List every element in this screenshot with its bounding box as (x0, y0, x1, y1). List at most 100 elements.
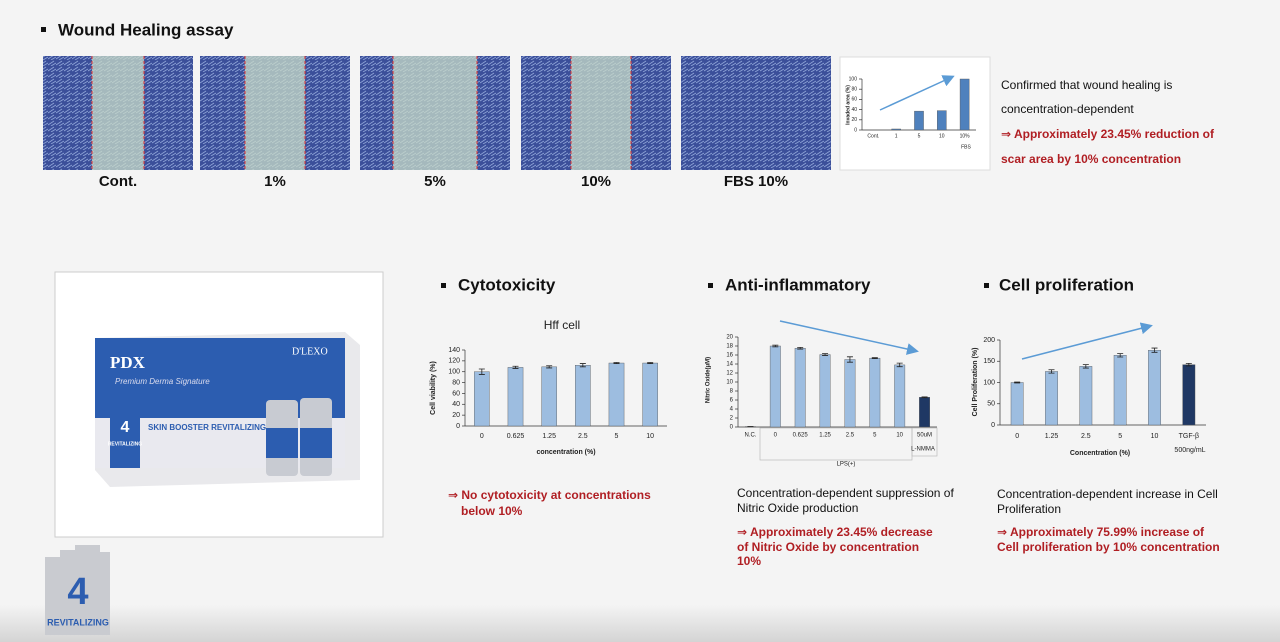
error-bar (579, 363, 586, 368)
bar (575, 365, 591, 427)
section-title: Cytotoxicity (458, 275, 556, 294)
x-tick-label: 5 (873, 433, 877, 439)
x-tick-label: 0 (1015, 433, 1019, 440)
wound-gap (92, 56, 144, 170)
y-tick-label: 0 (456, 423, 460, 430)
bar (919, 397, 930, 428)
x-tick-label: 1.25 (819, 433, 831, 439)
error-bar (1151, 347, 1158, 353)
note: of Nitric Oxide by concentration (737, 540, 919, 554)
wound-gap (245, 56, 305, 170)
image-caption: Cont. (99, 173, 137, 190)
logo (45, 545, 110, 635)
product-script: Premium Derma Signature (115, 377, 210, 386)
product-name: SKIN BOOSTER REVITALIZING (148, 423, 266, 432)
x-tick-label: 5 (615, 433, 619, 440)
bar (608, 362, 625, 427)
y-axis-label: Cell Proliferation (%) (972, 348, 979, 417)
x-axis-label: Concentration (%) (1070, 450, 1130, 457)
error-bar (822, 353, 829, 356)
vial-label (300, 428, 332, 458)
bar (894, 364, 906, 428)
product-brand: PDX (110, 353, 146, 372)
bar (891, 128, 901, 131)
error-bar (478, 368, 485, 375)
error-bar (772, 344, 779, 348)
y-tick-label: 6 (730, 398, 734, 404)
note: concentration-dependent (1001, 102, 1134, 116)
error-bar (896, 362, 903, 368)
error-bar (546, 365, 553, 369)
y-tick-label: 20 (851, 117, 857, 123)
y-tick-label: 80 (851, 87, 857, 93)
logo-number: 4 (67, 571, 88, 613)
product-number: 4 (121, 419, 130, 436)
y-tick-label: 0 (854, 127, 857, 133)
error-bar (1185, 362, 1192, 367)
x-tick-label: 0 (480, 433, 484, 440)
x-tick-label: 5 (1118, 433, 1122, 440)
y-tick-label: 80 (452, 379, 460, 386)
annotation: FBS (961, 144, 971, 150)
y-tick-label: 140 (448, 347, 460, 354)
bullet (708, 283, 713, 288)
y-axis-label: Invaded area (%) (845, 85, 851, 125)
image-caption: FBS 10% (724, 173, 788, 190)
error-bar (921, 396, 928, 399)
y-tick-label: 60 (851, 97, 857, 103)
bar (1045, 371, 1058, 426)
y-tick-label: 14 (726, 362, 733, 368)
bar (1079, 366, 1093, 426)
y-axis-label: Nitric Oxide(μM) (706, 357, 712, 403)
micrograph (681, 56, 831, 170)
y-tick-label: 200 (983, 337, 995, 344)
group-box (911, 427, 938, 457)
x-tick-label: 2.5 (1081, 433, 1091, 440)
product-line: REVITALIZING (108, 441, 142, 447)
y-tick-label: 40 (452, 401, 460, 408)
y-tick-label: 0 (730, 425, 734, 431)
logo-label: REVITALIZING (47, 617, 109, 627)
error-bar (647, 362, 654, 364)
image-caption: 1% (264, 173, 286, 190)
y-tick-label: 8 (730, 389, 734, 395)
annotation: L-NMMA (911, 447, 935, 453)
x-tick-label: 2.5 (578, 433, 588, 440)
error-bar (1014, 381, 1021, 384)
bar (1148, 350, 1161, 426)
bar (937, 110, 947, 131)
y-tick-label: 100 (983, 379, 995, 386)
bar (474, 371, 490, 427)
x-tick-label: 2.5 (846, 433, 855, 439)
y-tick-label: 2 (730, 416, 734, 422)
bar (1010, 382, 1024, 426)
note: Confirmed that wound healing is (1001, 78, 1172, 92)
note: Concentration-dependent suppression of (737, 486, 954, 500)
x-tick-label: 50uM (917, 433, 932, 439)
x-tick-label: Cont. (867, 133, 879, 139)
x-tick-label: N.C. (744, 433, 756, 439)
annotation: 500ng/mL (1174, 447, 1205, 454)
bar (959, 78, 970, 131)
product-maker: D'LEXO (292, 346, 328, 357)
bar (914, 110, 924, 131)
floor (0, 605, 1280, 642)
section-title: Cell proliferation (999, 275, 1134, 294)
x-tick-label: 10 (1151, 433, 1159, 440)
box-tab (110, 418, 140, 468)
y-tick-label: 16 (726, 353, 733, 359)
wound-gap (571, 56, 631, 170)
y-tick-label: 100 (849, 76, 858, 82)
y-tick-label: 4 (730, 407, 734, 413)
x-tick-label: 10 (646, 433, 654, 440)
y-tick-label: 20 (726, 335, 733, 341)
y-tick-label: 50 (987, 401, 995, 408)
bullet (441, 283, 446, 288)
note: Concentration-dependent increase in Cell (997, 487, 1218, 501)
bullet (984, 283, 989, 288)
x-tick-label: 5 (918, 133, 921, 139)
annotation: LPS(+) (837, 462, 856, 468)
note: scar area by 10% concentration (1001, 152, 1181, 166)
